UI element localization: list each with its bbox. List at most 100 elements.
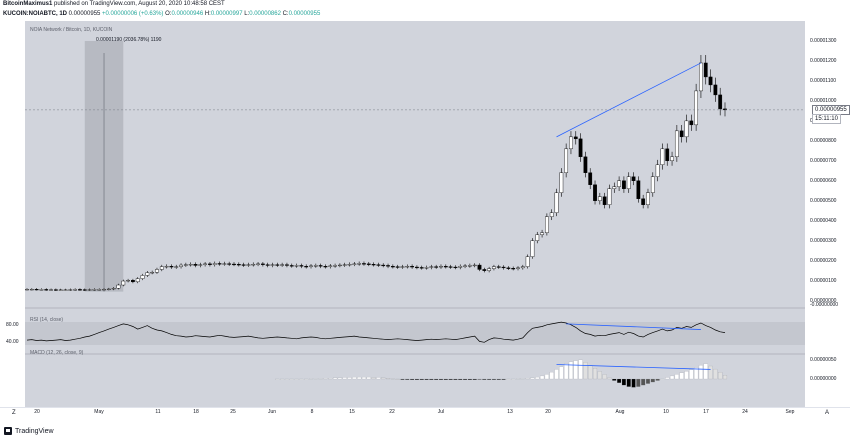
symbol-label[interactable]: KUCOIN:NOIABTC, 1D xyxy=(3,11,67,17)
rsi-tick-label: 80.00 xyxy=(6,321,19,328)
time-tick-label: 18 xyxy=(193,409,199,415)
price-tick-label: 0.00001000 xyxy=(810,97,837,104)
time-tick-label: 20 xyxy=(545,409,551,415)
candle-body xyxy=(492,266,496,269)
candle-body xyxy=(617,180,621,187)
candle-body xyxy=(496,266,501,268)
macd-bar xyxy=(631,378,636,388)
macd-bar xyxy=(525,378,530,380)
candle-body xyxy=(549,212,554,217)
macd-label[interactable]: MACD (12, 26, close, 9) xyxy=(30,350,84,356)
candle-body xyxy=(39,289,44,291)
candle-body xyxy=(626,176,631,189)
time-tick-label: 20 xyxy=(34,409,40,415)
macd-bar xyxy=(559,366,564,380)
candle-body xyxy=(121,280,126,286)
candle-body xyxy=(34,289,39,291)
candle-body xyxy=(376,264,381,266)
candle-body xyxy=(217,263,222,265)
macd-bar xyxy=(722,375,728,380)
candle-body xyxy=(106,288,111,291)
auto-scale-button[interactable]: A xyxy=(825,410,830,416)
macd-bar xyxy=(650,378,655,383)
price-axis[interactable] xyxy=(805,21,850,407)
time-axis[interactable] xyxy=(0,407,850,423)
close-label: C: xyxy=(282,11,289,17)
macd-bar xyxy=(323,378,328,380)
rsi-label[interactable]: RSI (14, close) xyxy=(30,317,64,323)
candle-body xyxy=(87,289,92,291)
macd-bar xyxy=(410,378,415,380)
candle-body xyxy=(313,265,318,267)
macd-bar xyxy=(304,378,309,380)
macd-bar xyxy=(458,378,463,380)
macd-bar xyxy=(703,363,708,380)
candle-body xyxy=(150,272,155,274)
macd-bar xyxy=(299,378,304,380)
candle-body xyxy=(622,180,626,189)
candle-body xyxy=(410,266,414,268)
price-tick-label: 0.00000500 xyxy=(810,197,837,204)
candle-body xyxy=(439,266,443,268)
candle-body xyxy=(328,265,333,267)
time-tick-label: 17 xyxy=(703,409,709,415)
macd-bar xyxy=(482,378,487,380)
candle-body xyxy=(285,264,289,266)
macd-bar xyxy=(443,378,448,380)
macd-bar xyxy=(472,378,477,380)
macd-bar xyxy=(337,377,342,380)
macd-bar xyxy=(352,376,357,380)
time-tick-label: 22 xyxy=(389,409,395,415)
macd-bar xyxy=(333,377,338,380)
candle-body xyxy=(145,272,150,276)
chart-canvas[interactable] xyxy=(25,21,805,407)
candle-body xyxy=(689,120,694,126)
author-name[interactable]: BitcoinMaximus1 xyxy=(3,1,53,7)
macd-bar xyxy=(453,378,458,380)
candle-body xyxy=(472,264,477,267)
macd-bar xyxy=(540,375,545,380)
candle-body xyxy=(390,266,395,268)
candle-body xyxy=(463,265,467,267)
macd-bar xyxy=(511,378,516,380)
macd-bar xyxy=(660,378,665,380)
candle-body xyxy=(25,289,29,291)
price-tick-label: 0.00000700 xyxy=(810,157,837,164)
chart-area[interactable] xyxy=(25,21,805,407)
candle-body xyxy=(29,289,34,291)
macd-bar xyxy=(361,376,366,380)
candle-body xyxy=(636,180,641,199)
low-label: L: xyxy=(244,11,250,17)
brand-text: TradingView xyxy=(15,427,54,435)
macd-bar xyxy=(636,378,641,387)
candle-body xyxy=(569,136,573,150)
candle-body xyxy=(674,130,679,158)
macd-bar xyxy=(535,376,540,380)
candle-body xyxy=(275,264,280,266)
macd-bar xyxy=(694,367,699,380)
zoom-reset-button[interactable]: Z xyxy=(12,410,16,416)
candle-body xyxy=(434,266,439,268)
macd-bar xyxy=(645,378,651,384)
candle-body xyxy=(357,263,362,265)
macd-bar xyxy=(381,377,386,380)
candle-body xyxy=(58,289,63,291)
candle-body xyxy=(270,264,275,266)
candle-body xyxy=(703,62,708,78)
candle-body xyxy=(68,289,73,291)
high-label: H: xyxy=(204,11,211,17)
macd-bar xyxy=(597,371,602,380)
macd-bar xyxy=(275,378,280,380)
chart-legend[interactable]: NOIA Network / Bitcoin, 1D, KUCOIN xyxy=(30,27,113,33)
tradingview-brand[interactable]: TradingView xyxy=(4,427,54,435)
candle-body xyxy=(126,280,130,282)
macd-bar xyxy=(289,378,294,380)
macd-bar xyxy=(593,368,598,380)
macd-tick-label: 0.00000050 xyxy=(810,356,837,363)
candle-body xyxy=(265,264,270,266)
low-value: 0.00000862 xyxy=(249,11,281,17)
candle-body xyxy=(92,289,97,291)
time-tick-label: Aug xyxy=(615,409,625,415)
left-gutter xyxy=(0,21,26,407)
candle-body xyxy=(183,264,188,266)
